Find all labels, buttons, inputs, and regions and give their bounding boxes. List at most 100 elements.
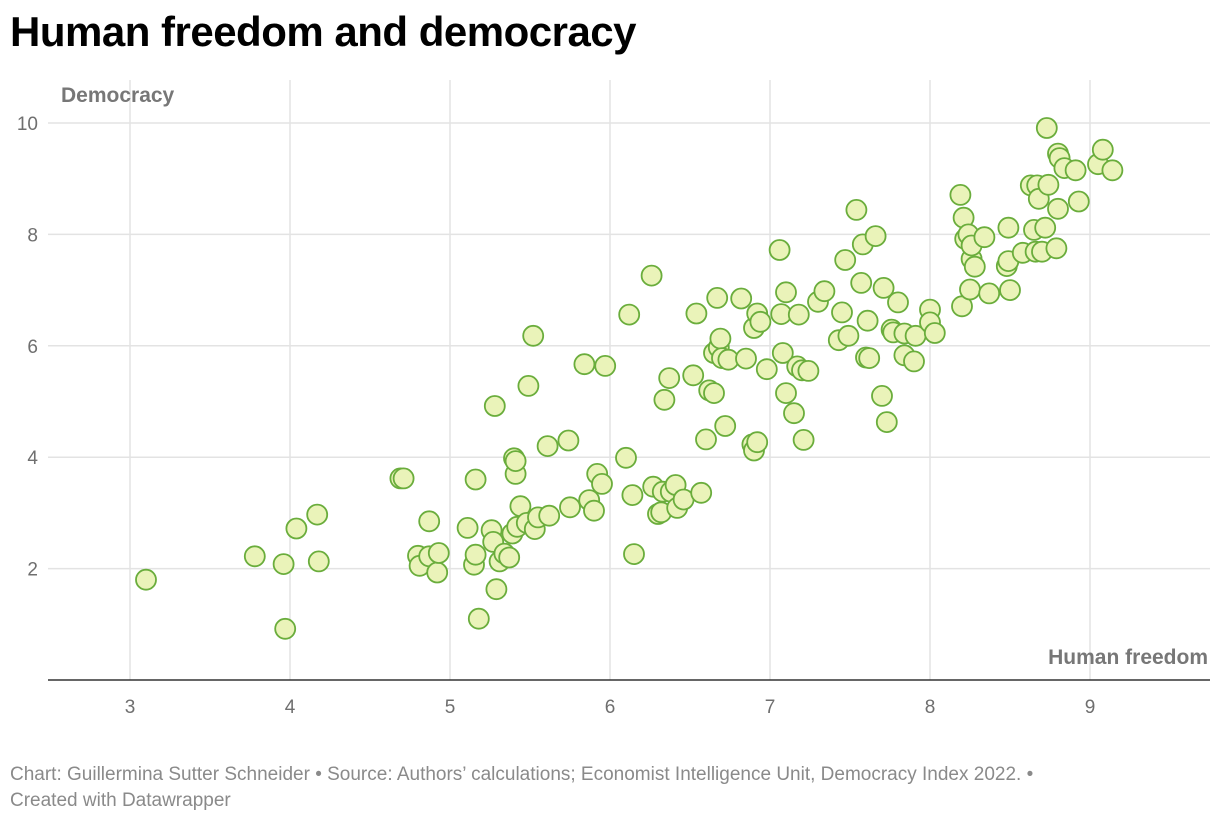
data-point <box>837 324 860 347</box>
data-point <box>615 446 637 469</box>
data-point <box>797 359 820 382</box>
data-point <box>749 310 772 333</box>
created-with: Created with Datawrapper <box>10 790 231 811</box>
y-tick-labels: 2 4 6 8 10 <box>17 114 39 581</box>
data-point <box>997 216 1020 239</box>
x-tick-label: 6 <box>605 697 616 718</box>
data-point <box>427 542 450 564</box>
source-credit: Chart: Guillermina Sutter Schneider • So… <box>10 764 1034 785</box>
data-point <box>538 504 561 527</box>
data-point <box>792 428 815 451</box>
data-point <box>557 429 580 452</box>
data-point <box>703 382 725 405</box>
data-point <box>755 358 778 381</box>
data-point <box>285 517 308 540</box>
x-tick-label: 3 <box>125 697 136 718</box>
data-point <box>306 503 329 526</box>
x-tick-label: 8 <box>925 697 936 718</box>
x-tick-labels: 3 4 5 6 7 8 9 <box>125 697 1096 718</box>
data-point <box>690 481 713 504</box>
x-tick-label: 4 <box>285 697 296 718</box>
x-tick-label: 7 <box>765 697 776 718</box>
data-point <box>730 287 753 310</box>
data-point <box>274 617 297 640</box>
grid-lines <box>48 80 1210 680</box>
chart-footer: Chart: Guillermina Sutter Schneider • So… <box>10 762 1205 814</box>
data-point <box>746 431 769 454</box>
data-point <box>243 545 266 568</box>
data-point <box>1067 190 1090 213</box>
data-point <box>959 278 981 301</box>
data-point <box>1037 173 1060 196</box>
data-point <box>464 468 487 491</box>
data-point <box>640 264 663 287</box>
data-point <box>845 198 868 221</box>
data-point <box>872 276 895 299</box>
data-point <box>392 467 415 490</box>
data-point <box>850 271 873 294</box>
y-tick-label: 8 <box>27 225 38 246</box>
data-point <box>467 607 490 630</box>
data-point <box>887 291 909 314</box>
data-point <box>272 553 295 575</box>
data-point <box>418 510 441 533</box>
data-points <box>135 117 1124 640</box>
data-point <box>706 286 729 309</box>
data-point <box>522 324 545 347</box>
data-point <box>464 543 487 566</box>
data-point <box>621 484 644 507</box>
data-point <box>685 302 708 325</box>
data-point <box>949 183 972 206</box>
data-point <box>623 543 645 565</box>
data-point <box>871 384 893 407</box>
data-point <box>813 280 836 303</box>
data-point <box>517 374 540 397</box>
data-point <box>658 367 681 390</box>
data-point <box>978 282 1001 305</box>
data-point <box>485 578 508 601</box>
data-point <box>1091 138 1114 161</box>
data-point <box>456 517 479 539</box>
data-point <box>591 472 613 495</box>
data-point <box>775 281 797 304</box>
data-point <box>923 322 946 344</box>
y-tick-label: 6 <box>27 337 38 358</box>
y-axis-title: Democracy <box>61 84 175 107</box>
data-point <box>858 347 881 370</box>
x-axis-title: Human freedom <box>1048 646 1208 669</box>
y-tick-label: 2 <box>27 560 38 581</box>
data-point <box>973 226 996 249</box>
data-point <box>307 550 330 573</box>
data-point <box>583 499 605 522</box>
data-point <box>498 546 521 569</box>
data-point <box>864 225 887 248</box>
data-point <box>783 402 805 425</box>
data-point <box>1045 237 1068 260</box>
data-point <box>1047 197 1069 220</box>
y-tick-label: 10 <box>17 114 38 135</box>
x-tick-label: 9 <box>1085 697 1096 718</box>
page-title: Human freedom and democracy <box>10 8 637 55</box>
data-point <box>559 496 581 519</box>
data-point <box>856 309 879 332</box>
data-point <box>695 428 717 451</box>
data-point <box>483 395 506 417</box>
data-point <box>1034 216 1057 239</box>
data-point <box>831 301 853 324</box>
data-point <box>787 303 810 326</box>
data-point <box>1101 159 1124 182</box>
data-point <box>903 350 925 373</box>
data-point <box>775 382 797 405</box>
data-point <box>875 411 898 434</box>
data-point <box>771 342 794 364</box>
data-point <box>618 303 641 326</box>
x-tick-label: 5 <box>445 697 456 718</box>
data-point <box>594 354 617 377</box>
data-point <box>963 255 986 278</box>
data-point <box>709 327 732 350</box>
data-point <box>426 561 449 584</box>
data-point <box>653 388 676 411</box>
data-point <box>1035 117 1058 139</box>
data-point <box>834 249 857 271</box>
